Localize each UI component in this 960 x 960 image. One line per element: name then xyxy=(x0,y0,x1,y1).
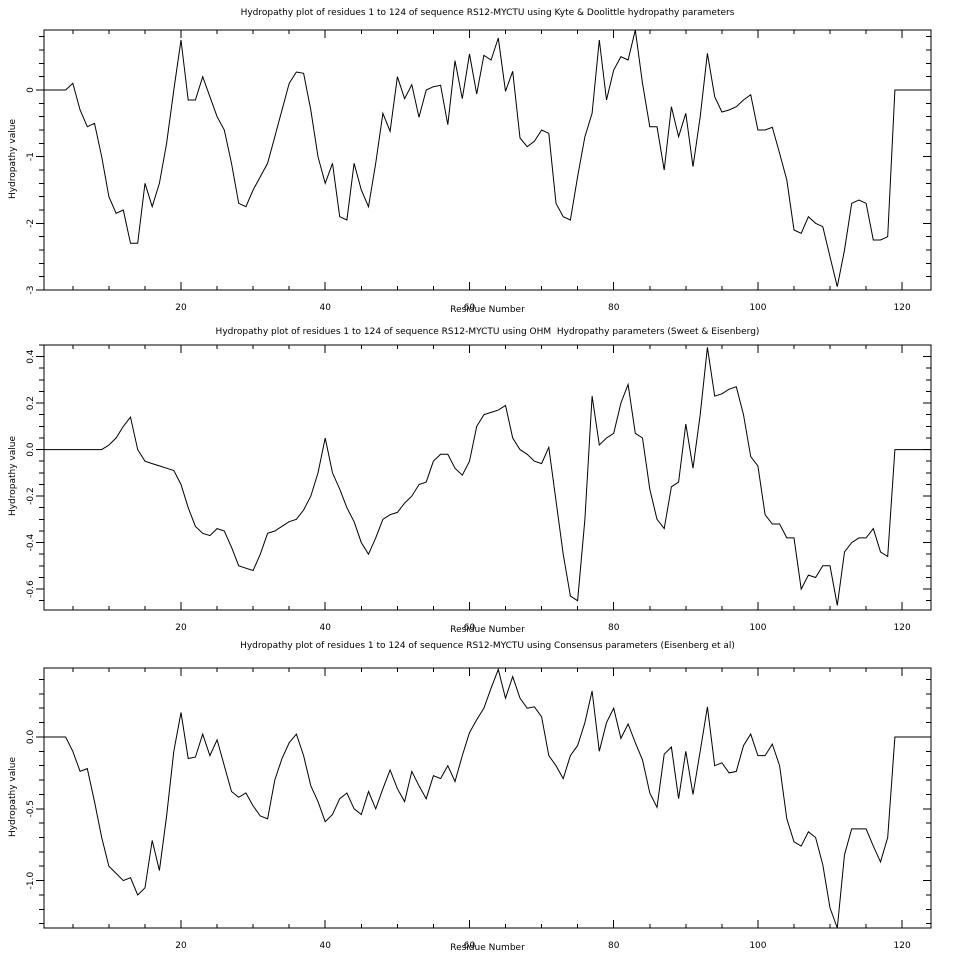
y-tick-label: 0.0 xyxy=(26,730,36,745)
plot-1-xlabel: Residue Number xyxy=(450,305,525,315)
y-tick-label: -0.2 xyxy=(26,487,36,505)
x-tick-label: 100 xyxy=(749,623,766,633)
plot-2-group: 20 40 60 80 100 120 0.4 0.2 0.0 -0.2 -0.4 -0.6 xyxy=(26,344,932,633)
y-tick-label: -1.0 xyxy=(26,872,36,890)
y-tick-label: 0.0 xyxy=(26,442,36,457)
hydropathy-line xyxy=(44,667,931,929)
plot-3-group: 20 40 60 80 100 120 0.0 -0.5 -1.0 xyxy=(26,667,932,951)
x-tick-label: 100 xyxy=(749,303,766,313)
x-tick-label: 20 xyxy=(175,941,187,951)
x-tick-label: 120 xyxy=(894,623,911,633)
plot-3-xlabel: Residue Number xyxy=(450,943,525,953)
y-tick-label: 0.2 xyxy=(26,396,36,410)
y-tick-label: -1 xyxy=(26,152,36,161)
x-tick-label: 120 xyxy=(894,941,911,951)
x-tick-label: 120 xyxy=(894,303,911,313)
hydropathy-line xyxy=(44,347,931,606)
y-tick-label: -0.6 xyxy=(26,580,36,598)
x-tick-label: 40 xyxy=(320,303,332,313)
x-tick-label: 100 xyxy=(749,941,766,951)
x-tick-label: 60 xyxy=(464,303,476,313)
x-tick-label: 80 xyxy=(608,303,620,313)
y-tick-label: -3 xyxy=(26,286,36,295)
y-tick-label: -0.4 xyxy=(26,534,36,552)
y-tick-label: -0.5 xyxy=(26,800,36,818)
x-tick-label: 60 xyxy=(464,623,476,633)
x-tick-label: 20 xyxy=(175,623,187,633)
plot-1-title: Hydropathy plot of residues 1 to 124 of … xyxy=(240,8,735,18)
y-tick-label: 0 xyxy=(26,87,36,93)
plot-2-title: Hydropathy plot of residues 1 to 124 of … xyxy=(215,327,760,337)
x-tick-label: 40 xyxy=(320,623,332,633)
x-tick-label: 20 xyxy=(175,303,187,313)
plot-1-group: 20 40 60 80 100 120 0 -1 -2 -3 xyxy=(26,29,932,313)
x-tick-label: 80 xyxy=(608,941,620,951)
hydropathy-line xyxy=(44,29,931,287)
x-tick-label: 80 xyxy=(608,623,620,633)
x-tick-label: 40 xyxy=(320,941,332,951)
x-tick-label: 60 xyxy=(464,941,476,951)
plot-2-xlabel: Residue Number xyxy=(450,625,525,635)
plot-3-title: Hydropathy plot of residues 1 to 124 of … xyxy=(240,641,735,651)
y-tick-label: -2 xyxy=(26,219,36,228)
y-tick-label: 0.4 xyxy=(26,349,36,364)
